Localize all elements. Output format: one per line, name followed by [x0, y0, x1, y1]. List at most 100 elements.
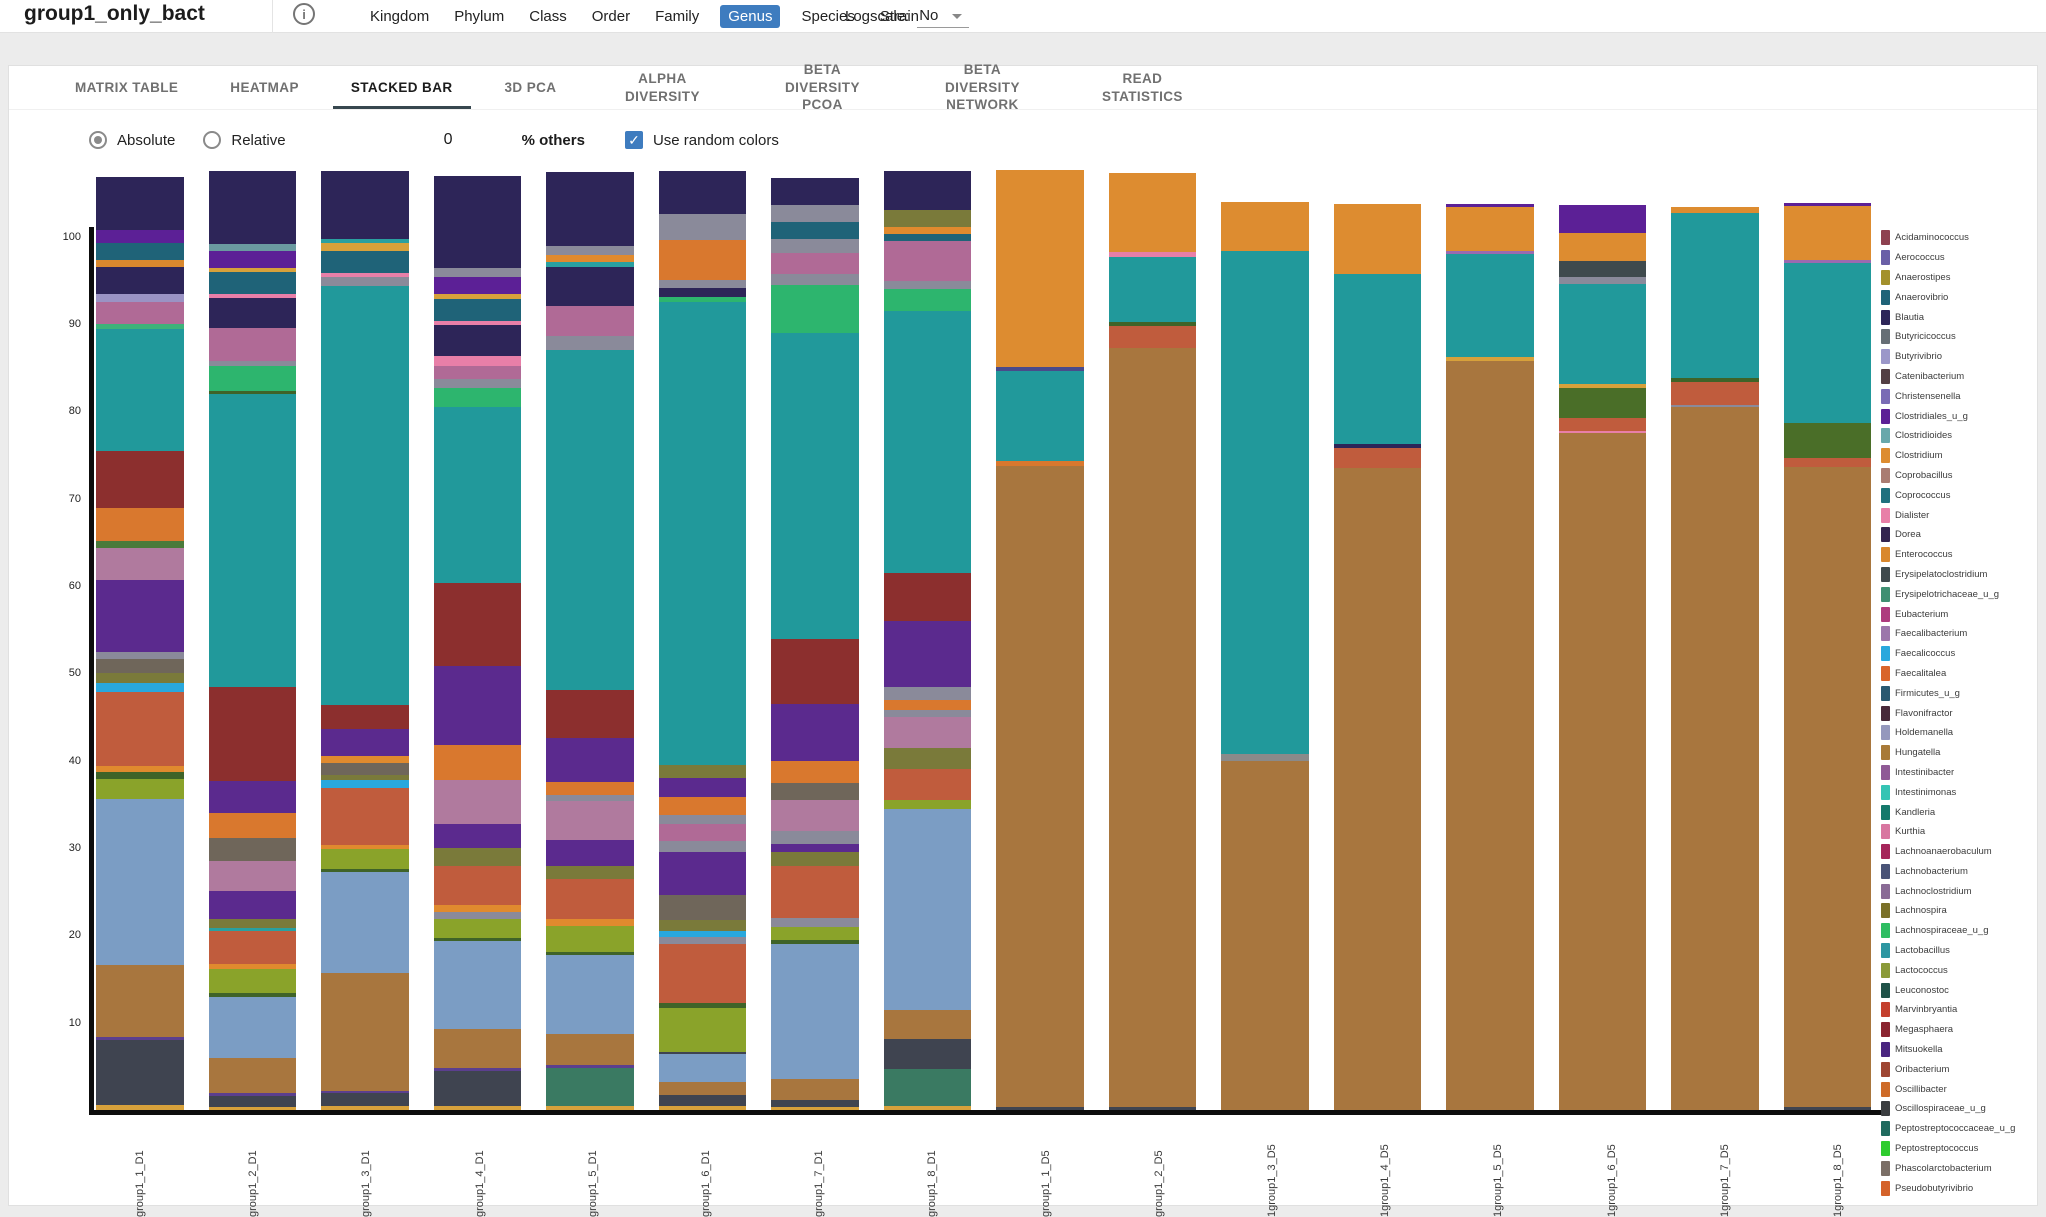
bar-segment[interactable] — [546, 690, 634, 738]
bar-segment[interactable] — [434, 1071, 522, 1106]
bar-segment[interactable] — [884, 311, 972, 573]
bar-segment[interactable] — [434, 919, 522, 938]
bar-segment[interactable] — [771, 800, 859, 831]
stacked-bar-group1_3_D1[interactable] — [321, 171, 409, 1110]
legend-item-lachnobacterium[interactable]: Lachnobacterium — [1881, 862, 2031, 882]
legend-item-catenibacterium[interactable]: Catenibacterium — [1881, 367, 2031, 387]
bar-segment[interactable] — [1559, 388, 1647, 418]
bar-segment[interactable] — [659, 240, 747, 279]
bar-segment[interactable] — [96, 1040, 184, 1105]
bar-segment[interactable] — [96, 1105, 184, 1110]
legend-item-acidaminococcus[interactable]: Acidaminococcus — [1881, 228, 2031, 248]
legend-item-faecalibacterium[interactable]: Faecalibacterium — [1881, 624, 2031, 644]
bar-segment[interactable] — [434, 912, 522, 919]
legend-item-dialister[interactable]: Dialister — [1881, 505, 2031, 525]
bar-segment[interactable] — [996, 170, 1084, 367]
bar-segment[interactable] — [434, 366, 522, 379]
legend-item-hungatella[interactable]: Hungatella — [1881, 743, 2031, 763]
bar-segment[interactable] — [209, 171, 297, 243]
bar-segment[interactable] — [659, 302, 747, 765]
bar-segment[interactable] — [209, 931, 297, 964]
legend-item-oscillibacter[interactable]: Oscillibacter — [1881, 1079, 2031, 1099]
legend-item-anaerostipes[interactable]: Anaerostipes — [1881, 268, 2031, 288]
bar-segment[interactable] — [659, 841, 747, 851]
legend-item-intestinimonas[interactable]: Intestinimonas — [1881, 782, 2031, 802]
bar-segment[interactable] — [321, 872, 409, 972]
legend-item-peptostreptococcaceae_u_g[interactable]: Peptostreptococcaceae_u_g — [1881, 1119, 2031, 1139]
bar-segment[interactable] — [771, 852, 859, 865]
others-threshold-input[interactable]: 0 — [444, 131, 504, 149]
bar-segment[interactable] — [771, 1107, 859, 1111]
bar-segment[interactable] — [209, 919, 297, 928]
bar-segment[interactable] — [1559, 205, 1647, 233]
bar-segment[interactable] — [434, 299, 522, 321]
bar-segment[interactable] — [884, 1010, 972, 1040]
legend-item-lachnoclostridium[interactable]: Lachnoclostridium — [1881, 881, 2031, 901]
bar-segment[interactable] — [771, 927, 859, 940]
bar-segment[interactable] — [96, 683, 184, 692]
bar-segment[interactable] — [434, 866, 522, 905]
legend-item-firmicutes_u_g[interactable]: Firmicutes_u_g — [1881, 683, 2031, 703]
bar-segment[interactable] — [884, 1106, 972, 1110]
bar-segment[interactable] — [209, 838, 297, 861]
bar-segment[interactable] — [321, 756, 409, 763]
bar-segment[interactable] — [209, 813, 297, 838]
bar-segment[interactable] — [209, 1107, 297, 1111]
level-tab-phylum[interactable]: Phylum — [450, 5, 508, 28]
bar-segment[interactable] — [1559, 233, 1647, 261]
bar-segment[interactable] — [96, 673, 184, 683]
legend-item-pseudobutyrivibrio[interactable]: Pseudobutyrivibrio — [1881, 1178, 2031, 1198]
bar-segment[interactable] — [434, 407, 522, 583]
bar-segment[interactable] — [546, 255, 634, 262]
bar-segment[interactable] — [1221, 754, 1309, 761]
bar-segment[interactable] — [209, 244, 297, 251]
bar-segment[interactable] — [209, 1058, 297, 1093]
bar-segment[interactable] — [771, 944, 859, 1079]
logscale-select[interactable]: No — [917, 5, 969, 28]
level-tab-family[interactable]: Family — [651, 5, 703, 28]
bar-segment[interactable] — [1559, 284, 1647, 384]
bar-segment[interactable] — [1671, 407, 1759, 1110]
bar-segment[interactable] — [1671, 213, 1759, 378]
bar-segment[interactable] — [96, 580, 184, 652]
bar-segment[interactable] — [434, 268, 522, 277]
stacked-bar-1group1_3_D5[interactable] — [1221, 202, 1309, 1110]
stacked-bar-1group1_4_D5[interactable] — [1334, 204, 1422, 1110]
legend-item-butyricicoccus[interactable]: Butyricicoccus — [1881, 327, 2031, 347]
bar-segment[interactable] — [546, 919, 634, 926]
bar-segment[interactable] — [771, 253, 859, 275]
bar-segment[interactable] — [659, 288, 747, 297]
bar-segment[interactable] — [1784, 467, 1872, 1107]
bar-segment[interactable] — [434, 176, 522, 269]
bar-segment[interactable] — [96, 260, 184, 267]
bar-segment[interactable] — [884, 809, 972, 1010]
bar-segment[interactable] — [96, 329, 184, 451]
legend-item-erysipelotrichaceae_u_g[interactable]: Erysipelotrichaceae_u_g — [1881, 584, 2031, 604]
legend-item-peptostreptococcus[interactable]: Peptostreptococcus — [1881, 1139, 2031, 1159]
legend-item-marvinbryantia[interactable]: Marvinbryantia — [1881, 1000, 2031, 1020]
legend-item-intestinibacter[interactable]: Intestinibacter — [1881, 763, 2031, 783]
tab-stacked-bar[interactable]: STACKED BAR — [325, 66, 479, 109]
legend-item-holdemanella[interactable]: Holdemanella — [1881, 723, 2031, 743]
stacked-bar-group1_4_D1[interactable] — [434, 176, 522, 1110]
bar-segment[interactable] — [209, 366, 297, 391]
bar-segment[interactable] — [434, 388, 522, 407]
bar-segment[interactable] — [1784, 1107, 1872, 1111]
bar-segment[interactable] — [659, 920, 747, 931]
bar-segment[interactable] — [771, 918, 859, 927]
bar-segment[interactable] — [96, 541, 184, 548]
bar-segment[interactable] — [659, 1082, 747, 1095]
bar-segment[interactable] — [1784, 423, 1872, 458]
bar-segment[interactable] — [209, 997, 297, 1058]
bar-segment[interactable] — [884, 717, 972, 748]
bar-segment[interactable] — [96, 243, 184, 260]
info-icon[interactable]: i — [293, 3, 315, 25]
bar-segment[interactable] — [434, 1106, 522, 1110]
legend-item-kandleria[interactable]: Kandleria — [1881, 802, 2031, 822]
tab-read-statistics[interactable]: READ STATISTICS — [1062, 66, 1222, 109]
bar-segment[interactable] — [209, 861, 297, 891]
bar-segment[interactable] — [884, 710, 972, 717]
bar-segment[interactable] — [1109, 326, 1197, 348]
absolute-radio[interactable] — [89, 131, 107, 149]
stacked-bar-group1_2_D1[interactable] — [209, 171, 297, 1110]
